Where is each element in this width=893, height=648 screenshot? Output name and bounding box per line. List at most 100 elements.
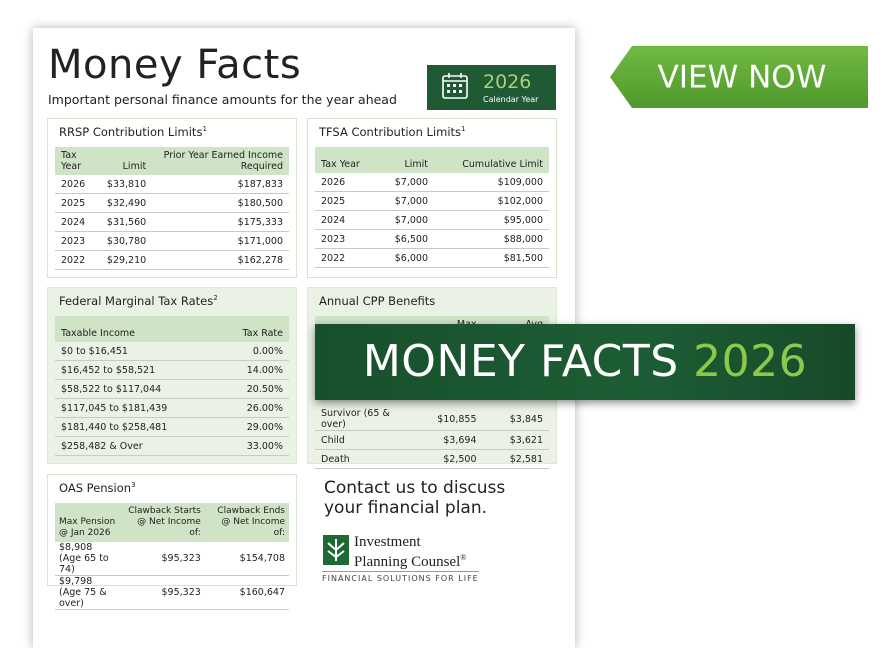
table-cell: 26.00%: [217, 398, 289, 418]
table-title: TFSA Contribution Limits1: [319, 125, 549, 139]
table-cell: 2024: [315, 210, 378, 230]
table-cell: $7,000: [377, 191, 435, 211]
table-cell: $33,810: [100, 175, 153, 194]
table-cell: $95,323: [120, 575, 205, 610]
table-row: $117,045 to $181,439 26.00%: [55, 398, 289, 418]
table-cell: 2022: [55, 250, 101, 270]
logo-mark: [323, 535, 349, 565]
table-panel: Federal Marginal Tax Rates2 Taxable Incom…: [47, 287, 297, 464]
table-title-text: TFSA Contribution Limits: [319, 125, 462, 139]
table-cell: $95,000: [434, 210, 549, 230]
table-row: 2024 $7,000 $95,000: [315, 210, 549, 230]
badge-label: Calendar Year: [483, 95, 539, 104]
badge-year: 2026: [483, 71, 532, 93]
table-cell: $95,323: [120, 542, 205, 576]
footnote-mark: 3: [131, 481, 136, 490]
table-title: Federal Marginal Tax Rates2: [59, 294, 289, 308]
page: Money Facts Important personal finance a…: [47, 42, 872, 610]
table-cell: $10,855: [414, 408, 483, 431]
table-cell: $2,581: [482, 449, 549, 469]
table-cell: $160,647: [204, 575, 289, 610]
header-cell: Max Pension @ Jan 2026: [55, 503, 121, 542]
table-cell: $175,333: [152, 212, 289, 232]
table-row: Survivor (65 & over) $10,855 $3,845: [315, 408, 549, 431]
data-table: Taxable Income Tax Rate $0 to $16,451 0.00%…: [55, 316, 289, 456]
table-row: 2023 $30,780 $171,000: [55, 231, 289, 251]
table-cell: $117,045 to $181,439: [55, 398, 218, 418]
table-cell: 2025: [55, 193, 101, 213]
table-cell: $3,621: [482, 430, 549, 450]
table-cell: $16,452 to $58,521: [55, 360, 218, 380]
button-shape: [610, 46, 868, 108]
header-cell: Clawback Starts @ Net Income of:: [120, 503, 205, 542]
table-cell: $2,500: [414, 449, 483, 469]
table-cell: 2025: [315, 191, 378, 211]
table-cell: $3,694: [414, 430, 483, 450]
table-cell: $162,278: [152, 250, 289, 270]
footnote-mark: 2: [213, 294, 218, 303]
view-now-button[interactable]: VIEW NOW: [608, 44, 872, 112]
button-label: VIEW NOW: [658, 60, 827, 96]
promo-banner[interactable]: MONEY FACTS 2026: [315, 324, 855, 400]
table-cell: $29,210: [100, 250, 153, 270]
table-panel: RRSP Contribution Limits1 Tax Year Limit Pr…: [47, 118, 297, 278]
table-title: Annual CPP Benefits: [319, 294, 549, 308]
table-cell: 2026: [315, 173, 378, 192]
table-row: 2024 $31,560 $175,333: [55, 212, 289, 232]
table-cell: 2024: [55, 212, 101, 232]
table-cell: $109,000: [434, 173, 549, 192]
header-cell: Clawback Ends @ Net Income of:: [204, 503, 289, 542]
header-row: Tax Year Limit Prior Year Earned Income Re…: [55, 147, 289, 175]
contact-line: Contact us to discuss: [324, 478, 506, 498]
table-panel: TFSA Contribution Limits1 Tax Year Limit Cu…: [307, 118, 557, 278]
table-cell: $171,000: [152, 231, 289, 251]
table-cell: $154,708: [204, 542, 289, 576]
table-title-text: RRSP Contribution Limits: [59, 125, 203, 139]
header-cell: Cumulative Limit: [434, 147, 549, 173]
table-row: $0 to $16,451 0.00%: [55, 342, 289, 361]
table-cell: $187,833: [152, 175, 289, 194]
table-row: $181,440 to $258,481 29.00%: [55, 417, 289, 437]
logo-reg: ®: [460, 553, 467, 562]
table-row: 2025 $7,000 $102,000: [315, 191, 549, 211]
table-cell: $81,500: [434, 248, 549, 268]
logo-line: Planning Counsel®: [354, 550, 466, 570]
table-cell: $180,500: [152, 193, 289, 213]
table-cell: 0.00%: [217, 342, 289, 361]
logo-line: Investment: [354, 534, 421, 550]
header-cell: Tax Rate: [217, 316, 289, 342]
table-row: 2023 $6,500 $88,000: [315, 229, 549, 249]
table-cell: $3,845: [482, 408, 549, 431]
header-cell: Prior Year Earned Income Required: [152, 147, 289, 175]
table-row: $8,908 (Age 65 to 74) $95,323 $154,708: [55, 542, 289, 576]
header-cell: Taxable Income: [55, 316, 218, 342]
table-row: Death $2,500 $2,581: [315, 449, 549, 469]
contact-line: your financial plan.: [324, 498, 488, 518]
table-cell: $32,490: [100, 193, 153, 213]
table-title-text: OAS Pension: [59, 481, 132, 495]
table-row: Child $3,694 $3,621: [315, 430, 549, 450]
table-row: $58,522 to $117,044 20.50%: [55, 379, 289, 399]
table-cell: $6,000: [377, 248, 435, 268]
table-cell: $9,798 (Age 75 & over): [55, 575, 121, 610]
doc-title: Money Facts: [48, 42, 302, 88]
table-row: 2026 $33,810 $187,833: [55, 175, 289, 194]
logo-line-text: Planning Counsel: [354, 554, 461, 570]
table-cell: $7,000: [377, 173, 435, 192]
data-table: Tax Year Limit Prior Year Earned Income Re…: [55, 147, 289, 270]
logo-tagline: FINANCIAL SOLUTIONS FOR LIFE: [322, 571, 479, 583]
table-row: 2025 $32,490 $180,500: [55, 193, 289, 213]
table-cell: $58,522 to $117,044: [55, 379, 218, 399]
table-row: $258,482 & Over 33.00%: [55, 436, 289, 456]
year-badge: 2026 Calendar Year: [427, 65, 556, 110]
table-cell: $102,000: [434, 191, 549, 211]
table-cell: $181,440 to $258,481: [55, 417, 218, 437]
table-cell: $31,560: [100, 212, 153, 232]
doc-subtitle: Important personal finance amounts for t…: [48, 92, 397, 107]
table-row: 2022 $6,000 $81,500: [315, 248, 549, 268]
table-cell: 2023: [55, 231, 101, 251]
table-cell: Death: [315, 449, 415, 469]
table-title-text: Federal Marginal Tax Rates: [59, 294, 214, 308]
table-title: OAS Pension3: [59, 481, 289, 495]
table-cell: $0 to $16,451: [55, 342, 218, 361]
